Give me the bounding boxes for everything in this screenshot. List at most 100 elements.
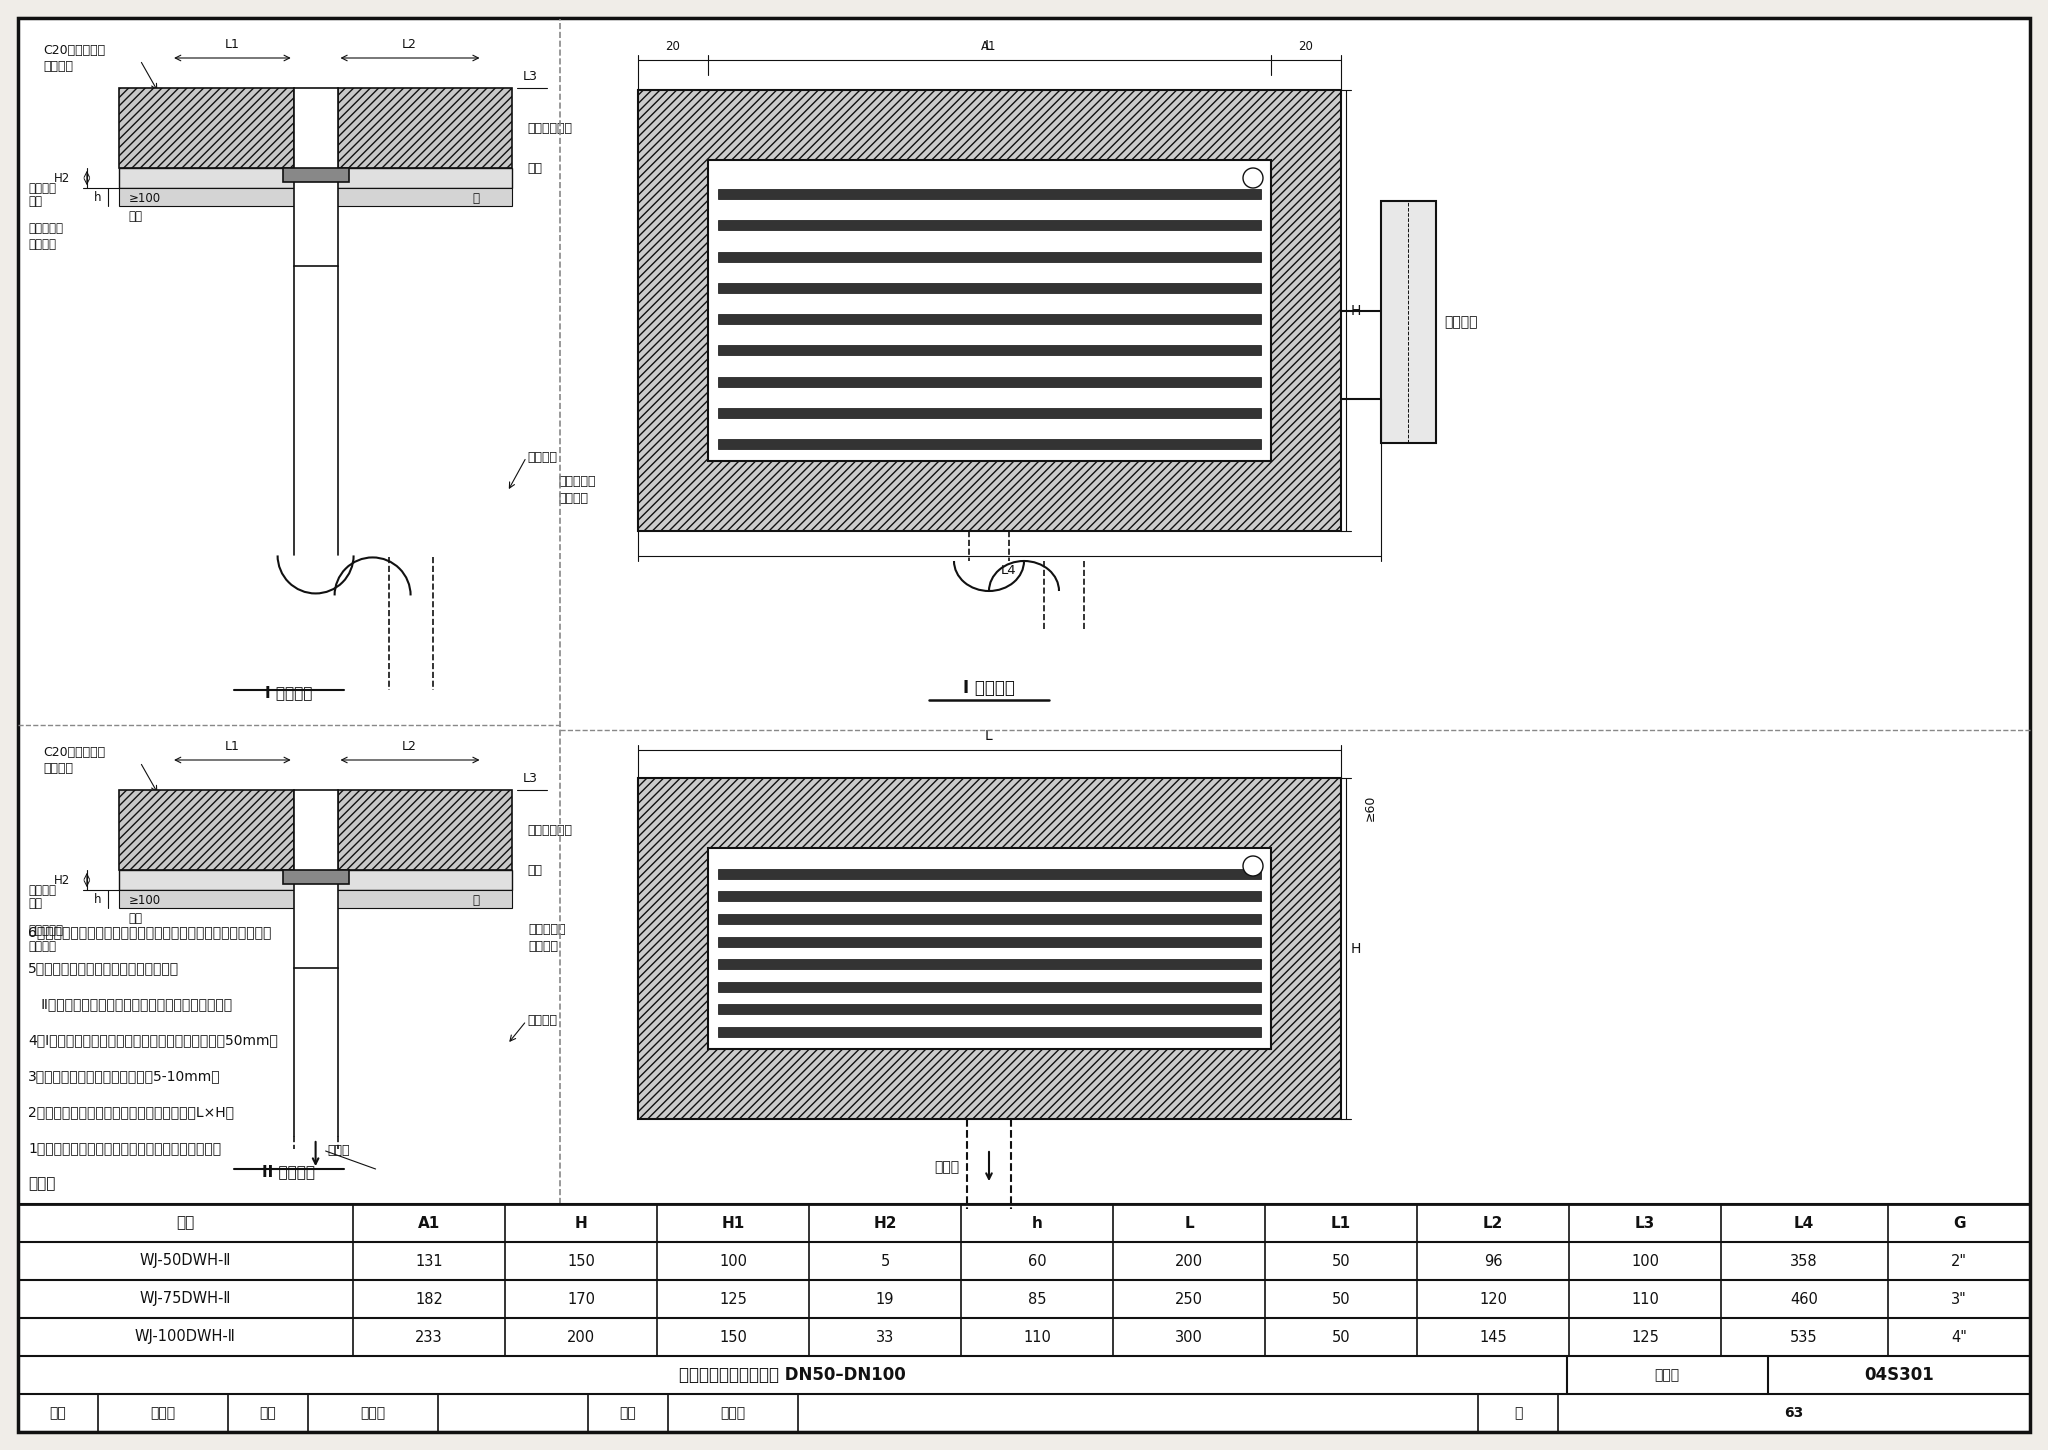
Text: 110: 110 <box>1630 1292 1659 1306</box>
Text: H2: H2 <box>53 171 70 184</box>
Text: 100: 100 <box>1630 1253 1659 1269</box>
Text: H: H <box>1352 304 1362 318</box>
Text: G: G <box>1952 1215 1966 1231</box>
Text: 防水做法见: 防水做法见 <box>528 922 565 935</box>
Text: 面层: 面层 <box>29 896 43 909</box>
Text: 182: 182 <box>416 1292 442 1306</box>
Text: 说明：: 说明： <box>29 1176 55 1192</box>
Text: 建筑设计: 建筑设计 <box>29 238 55 251</box>
Bar <box>719 220 1262 231</box>
Text: 5: 5 <box>881 1253 889 1269</box>
Bar <box>709 848 1272 1048</box>
Text: L2: L2 <box>1483 1215 1503 1231</box>
Bar <box>719 1005 1262 1015</box>
Text: 建筑设计: 建筑设计 <box>557 492 588 505</box>
Bar <box>719 937 1262 947</box>
Text: Ⅱ型地漏不带存水弯，适用于直接排入明沟的场所。: Ⅱ型地漏不带存水弯，适用于直接排入明沟的场所。 <box>29 998 231 1011</box>
Text: 3、本地漏进水面应低于周围地面5-10mm。: 3、本地漏进水面应低于周围地面5-10mm。 <box>29 1069 221 1083</box>
Text: ≥60: ≥60 <box>1364 795 1376 821</box>
Text: L: L <box>1184 1215 1194 1231</box>
Text: 19: 19 <box>877 1292 895 1306</box>
Bar <box>719 407 1262 418</box>
Text: 楼板: 楼板 <box>129 912 143 925</box>
Bar <box>119 790 293 870</box>
Bar <box>709 160 1272 461</box>
Text: 型号: 型号 <box>176 1215 195 1231</box>
Text: 2、本地漏安装时应预留安装洞，留洞尺寸为L×H。: 2、本地漏安装时应预留安装洞，留洞尺寸为L×H。 <box>29 1105 233 1119</box>
Text: 200: 200 <box>567 1330 596 1344</box>
Text: 冯旭东: 冯旭东 <box>150 1406 176 1420</box>
Text: 钓铁侧墙式地漏安装图 DN50–DN100: 钓铁侧墙式地漏安装图 DN50–DN100 <box>678 1366 905 1383</box>
Bar <box>719 252 1262 261</box>
Text: 图集号: 图集号 <box>1655 1367 1679 1382</box>
Text: 校对: 校对 <box>260 1406 276 1420</box>
Text: 墙: 墙 <box>473 893 479 906</box>
Bar <box>119 168 512 188</box>
Text: 120: 120 <box>1479 1292 1507 1306</box>
Bar <box>119 870 512 890</box>
Text: 50: 50 <box>1331 1292 1350 1306</box>
Text: C20细石混凝土: C20细石混凝土 <box>43 44 104 57</box>
Text: WJ-100DWH-Ⅱ: WJ-100DWH-Ⅱ <box>135 1330 236 1344</box>
Text: 6、本图系根据江苏省通州市五佳鑃锻总厂提供的技术资料编制。: 6、本图系根据江苏省通州市五佳鑃锻总厂提供的技术资料编制。 <box>29 925 272 940</box>
Text: 145: 145 <box>1479 1330 1507 1344</box>
Text: 至明沟: 至明沟 <box>328 1144 350 1157</box>
Text: 63: 63 <box>1784 1406 1804 1420</box>
Text: 125: 125 <box>719 1292 748 1306</box>
Text: 墙: 墙 <box>473 191 479 204</box>
Bar <box>639 779 1341 1119</box>
Bar <box>293 790 338 969</box>
Text: 100: 100 <box>719 1253 748 1269</box>
Text: 面层: 面层 <box>29 194 43 207</box>
Bar <box>639 90 1341 531</box>
Text: 尺寸表: 尺寸表 <box>1192 905 1225 924</box>
Text: L: L <box>985 729 993 742</box>
Text: 125: 125 <box>1630 1330 1659 1344</box>
Text: 螺纹连接: 螺纹连接 <box>528 1015 557 1027</box>
Text: L4: L4 <box>1794 1215 1815 1231</box>
Text: A1: A1 <box>418 1215 440 1231</box>
Text: L: L <box>985 39 993 54</box>
Bar <box>119 188 512 206</box>
Text: 设计: 设计 <box>621 1406 637 1420</box>
Bar <box>119 890 512 908</box>
Text: C20细石混凝土: C20细石混凝土 <box>43 745 104 758</box>
Text: h: h <box>94 893 102 905</box>
Text: 分层碾实: 分层碾实 <box>43 761 74 774</box>
Text: L1: L1 <box>1331 1215 1352 1231</box>
Text: 4、Ⅰ型地漏接入排水管道时应带有存水弯，水封深度50mm。: 4、Ⅰ型地漏接入排水管道时应带有存水弯，水封深度50mm。 <box>29 1032 279 1047</box>
Text: 60: 60 <box>1028 1253 1047 1269</box>
Text: 50: 50 <box>1331 1253 1350 1269</box>
Text: L2: L2 <box>401 38 418 51</box>
Bar <box>18 1204 2030 1433</box>
Text: h: h <box>94 190 102 203</box>
Bar <box>719 982 1262 992</box>
Bar <box>338 790 512 870</box>
Text: L3: L3 <box>522 771 537 784</box>
Text: 4": 4" <box>1952 1330 1966 1344</box>
Text: 建筑设计: 建筑设计 <box>528 940 557 953</box>
Text: 螺纹连接: 螺纹连接 <box>528 451 557 464</box>
Text: 20: 20 <box>666 39 680 52</box>
Bar <box>338 88 512 168</box>
Text: 5、图中所用的钉管均为衬塑镀锡钉管。: 5、图中所用的钉管均为衬塑镀锡钉管。 <box>29 961 178 974</box>
Text: L4: L4 <box>1001 564 1016 577</box>
Bar <box>119 88 293 168</box>
Bar <box>283 870 348 884</box>
Text: 131: 131 <box>416 1253 442 1269</box>
Text: 排水立管: 排水立管 <box>1444 315 1477 329</box>
Text: 535: 535 <box>1790 1330 1819 1344</box>
Text: 陈龙英: 陈龙英 <box>721 1406 745 1420</box>
Text: 防水做法见: 防水做法见 <box>29 924 63 937</box>
Bar <box>719 958 1262 969</box>
Text: 3": 3" <box>1952 1292 1966 1306</box>
Text: 33: 33 <box>877 1330 895 1344</box>
Text: 至明沟: 至明沟 <box>934 1160 958 1174</box>
Bar <box>719 439 1262 450</box>
Bar <box>719 869 1262 879</box>
Bar <box>1380 202 1436 444</box>
Text: 04S301: 04S301 <box>1864 1366 1933 1383</box>
Text: 马信国: 马信国 <box>360 1406 385 1420</box>
Text: h: h <box>1032 1215 1042 1231</box>
Text: L3: L3 <box>522 70 537 83</box>
